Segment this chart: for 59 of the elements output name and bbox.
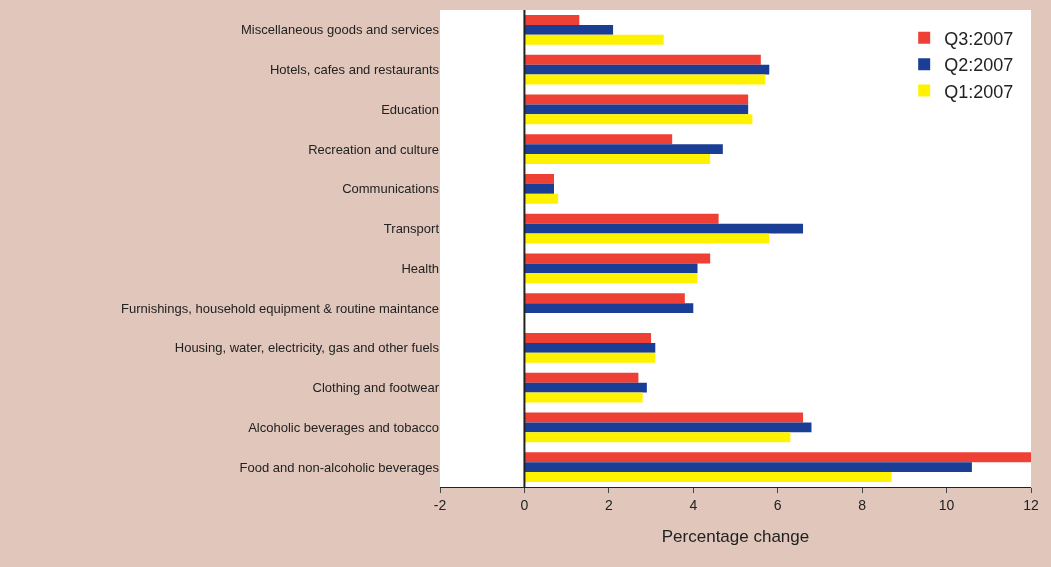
y-tick-label: Furnishings, household equipment & routine maintance [121, 300, 439, 316]
bar [524, 34, 664, 45]
bar [524, 74, 766, 85]
bar [524, 432, 791, 443]
x-tick-label: 10 [938, 496, 955, 513]
bar [524, 472, 892, 483]
bar [524, 213, 719, 224]
x-tick-label: 6 [773, 496, 782, 513]
x-tick-label: 12 [1023, 496, 1039, 513]
x-axis-title: Percentage change [661, 527, 810, 547]
x-tick-label: 2 [604, 496, 613, 513]
legend-label: Q1:2007 [944, 81, 1014, 102]
x-tick-label: -2 [433, 496, 447, 513]
y-tick-label: Clothing and footwear [312, 380, 440, 396]
bar [524, 14, 580, 25]
y-tick-label: Health [401, 260, 439, 276]
bar [524, 332, 652, 343]
bar [524, 64, 770, 75]
bar [524, 233, 770, 244]
bar [524, 94, 749, 105]
legend-label: Q2:2007 [944, 55, 1014, 76]
bar [524, 352, 656, 363]
bar [524, 193, 559, 204]
y-tick-label: Recreation and culture [308, 141, 439, 157]
bar [524, 114, 753, 125]
bar [524, 392, 643, 403]
bar [524, 303, 694, 314]
bar [524, 462, 972, 473]
bar [524, 293, 685, 304]
y-tick-label: Food and non-alcoholic beverages [239, 459, 440, 475]
bar [524, 412, 804, 423]
y-tick-label: Hotels, cafes and restaurants [269, 62, 440, 78]
bar [524, 263, 698, 274]
bar [524, 422, 812, 433]
x-tick-label: 0 [520, 496, 529, 513]
bar [524, 104, 749, 115]
bar [524, 273, 698, 284]
bar [524, 223, 804, 234]
x-tick-label: 4 [689, 496, 698, 513]
x-tick-label: 8 [858, 496, 867, 513]
y-tick-label: Miscellaneous goods and services [241, 22, 440, 38]
y-tick-label: Transport [383, 221, 440, 237]
y-tick-label: Alcoholic beverages and tobacco [248, 419, 439, 435]
bar [524, 134, 673, 145]
legend-label: Q3:2007 [944, 28, 1014, 49]
bar [524, 183, 554, 194]
bar [524, 54, 761, 65]
bar [524, 173, 554, 184]
bar [524, 24, 614, 35]
bar [524, 253, 711, 264]
bar [524, 382, 647, 393]
y-tick-label: Communications [342, 181, 440, 197]
bar [524, 144, 723, 155]
y-tick-label: Education [381, 101, 439, 117]
bar [524, 452, 1031, 463]
y-tick-label: Housing, water, electricity, gas and other fuels [174, 340, 440, 356]
bar [524, 372, 639, 383]
bar [524, 154, 711, 165]
bar [524, 342, 656, 353]
